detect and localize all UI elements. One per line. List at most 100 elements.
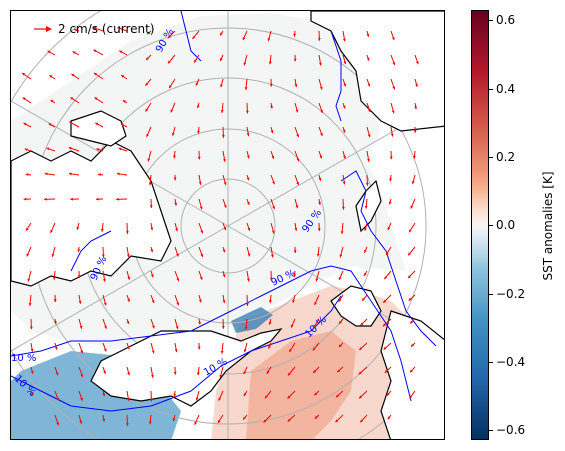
current-arrow	[413, 126, 417, 133]
current-arrow	[97, 173, 104, 177]
current-arrow	[246, 222, 251, 231]
current-arrow	[293, 54, 297, 62]
current-arrow	[363, 270, 368, 277]
current-arrow	[145, 78, 152, 87]
current-arrow	[78, 294, 82, 304]
current-arrow	[150, 318, 155, 329]
current-arrow	[342, 78, 347, 87]
current-arrow	[358, 366, 368, 375]
current-arrow	[390, 30, 395, 41]
current-arrow	[219, 30, 224, 36]
current-arrow	[287, 390, 296, 399]
current-arrow	[270, 222, 275, 234]
current-arrow	[120, 74, 128, 80]
current-arrow	[197, 150, 201, 160]
current-arrow	[390, 126, 394, 137]
current-arrow	[411, 174, 416, 185]
current-arrow	[221, 318, 225, 329]
current-arrow	[409, 366, 416, 373]
current-arrow	[150, 342, 155, 354]
current-arrow	[22, 97, 32, 104]
current-arrow	[263, 414, 272, 423]
current-arrow	[408, 222, 416, 233]
current-arrow	[94, 97, 104, 104]
current-arrow	[102, 270, 106, 282]
current-arrow	[27, 270, 32, 282]
current-arrow	[318, 54, 322, 66]
current-arrow	[77, 270, 81, 279]
colorbar	[471, 10, 489, 440]
current-arrow	[126, 390, 130, 401]
current-arrow	[246, 150, 250, 159]
current-arrow	[360, 318, 368, 326]
current-arrow	[382, 294, 392, 304]
current-arrow	[147, 150, 152, 162]
current-arrow	[221, 126, 225, 138]
current-arrow	[148, 174, 152, 186]
arrow-icon	[34, 26, 52, 32]
current-arrow	[174, 222, 178, 232]
current-arrow	[287, 414, 296, 422]
current-arrow	[198, 174, 202, 185]
current-arrow	[270, 102, 273, 109]
current-arrow	[174, 270, 180, 282]
current-arrow	[410, 342, 416, 348]
current-arrow	[222, 270, 226, 278]
colorbar-tick	[489, 430, 493, 431]
current-arrow	[125, 414, 129, 426]
current-arrow	[198, 246, 204, 257]
current-arrow	[95, 122, 104, 128]
current-arrow	[198, 222, 204, 234]
ice-edge-contours	[11, 11, 437, 412]
canadian-archipelago	[11, 140, 172, 287]
colorbar-tick-label: −0.6	[496, 423, 526, 437]
legend-label: 2 cm/s (current)	[58, 22, 155, 36]
current-arrow	[318, 78, 323, 90]
current-arrow	[244, 78, 248, 90]
current-arrow	[78, 390, 83, 401]
current-arrow	[318, 102, 323, 114]
current-arrow	[30, 366, 34, 374]
current-arrow	[313, 390, 320, 396]
current-arrow	[386, 390, 392, 397]
current-arrow	[293, 246, 297, 254]
current-arrow	[269, 294, 272, 303]
colorbar-tick-label: 0.2	[496, 150, 516, 164]
current-arrow	[196, 102, 200, 109]
current-arrow	[168, 78, 176, 89]
scandinavia	[380, 310, 444, 439]
current-arrow	[100, 222, 104, 232]
current-arrow	[54, 342, 58, 350]
current-arrow	[342, 150, 346, 159]
current-arrow	[268, 54, 272, 65]
current-arrow	[118, 147, 128, 152]
current-arrow	[23, 197, 32, 201]
current-arrow	[246, 198, 250, 206]
current-arrow	[366, 126, 371, 138]
current-arrow	[28, 294, 32, 306]
current-arrow	[339, 246, 344, 258]
current-arrow	[243, 366, 248, 375]
current-arrow	[364, 198, 368, 209]
current-arrow	[72, 51, 80, 56]
current-arrow	[117, 27, 128, 32]
current-arrow	[294, 102, 299, 113]
current-arrow	[173, 366, 177, 375]
current-arrow	[389, 150, 393, 160]
current-arrow	[126, 294, 130, 303]
current-arrow	[293, 270, 297, 278]
current-arrow	[294, 78, 298, 88]
current-arrow	[102, 342, 107, 352]
current-arrow	[53, 318, 57, 325]
current-arrow	[242, 30, 248, 41]
current-arrow	[222, 150, 226, 162]
current-arrow	[243, 390, 248, 397]
current-arrow	[218, 390, 224, 401]
current-arrow	[173, 150, 176, 159]
current-arrow	[270, 198, 276, 210]
current-arrow	[29, 318, 33, 330]
current-arrow	[294, 222, 298, 231]
current-arrow	[198, 270, 203, 280]
current-arrow	[51, 246, 56, 257]
current-arrow	[366, 54, 370, 61]
